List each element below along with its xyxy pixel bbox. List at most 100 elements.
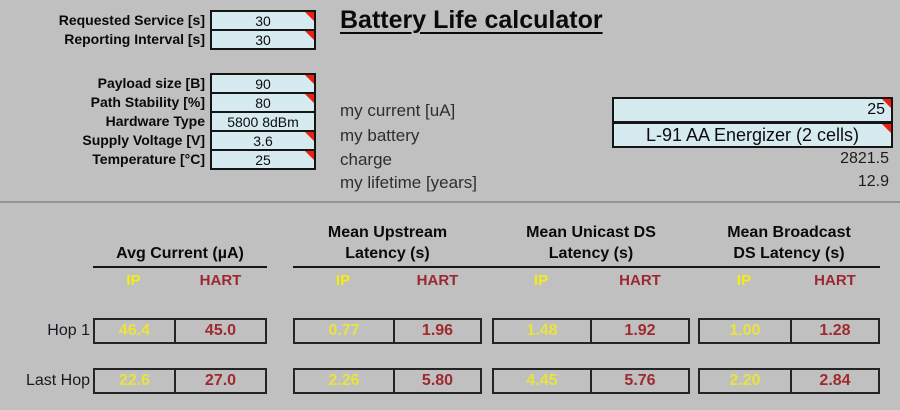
- cell-value: 90: [255, 75, 271, 92]
- header-line1: Mean Unicast DS: [526, 224, 656, 241]
- charge-value: 2821.5: [840, 150, 889, 167]
- lasthop-row-label: Last Hop: [25, 372, 90, 389]
- header-line2: Latency (s): [548, 245, 634, 262]
- reporting-interval-cell[interactable]: 30: [210, 29, 316, 50]
- comment-marker-icon: [305, 31, 314, 40]
- hop1-upstream-ip: 0.77: [295, 320, 395, 342]
- reporting-interval-label: Reporting Interval [s]: [64, 31, 205, 47]
- payload-size-cell[interactable]: 90: [210, 73, 316, 94]
- lasthop-broadcast-box: 2.20 2.84: [698, 368, 880, 394]
- comment-marker-icon: [305, 94, 314, 103]
- lifetime-value: 12.9: [857, 173, 889, 190]
- ip-column-header: IP: [335, 272, 351, 289]
- broadcast-ds-latency-header: Mean Broadcast DS Latency (s): [698, 222, 880, 264]
- unicast-ds-latency-header: Mean Unicast DS Latency (s): [492, 222, 690, 264]
- comment-marker-icon: [305, 12, 314, 21]
- hop1-row-label: Hop 1: [47, 322, 90, 339]
- page-title: Battery Life calculator: [340, 6, 603, 34]
- upstream-latency-header: Mean Upstream Latency (s): [293, 222, 482, 264]
- lasthop-broadcast-ip: 2.20: [700, 370, 792, 392]
- hop1-upstream-hart: 1.96: [421, 322, 454, 339]
- avg-current-underline: [93, 266, 267, 268]
- cell-value: 25: [867, 101, 885, 118]
- temperature-cell[interactable]: 25: [210, 149, 316, 170]
- hart-column-header: HART: [199, 272, 242, 289]
- hop1-broadcast-ip: 1.00: [700, 320, 792, 342]
- input-row: Hardware Type 5800 8dBm: [5, 111, 316, 132]
- cell-value: 5800 8dBm: [227, 113, 299, 130]
- hop1-broadcast-box: 1.00 1.28: [698, 318, 880, 344]
- comment-marker-icon: [305, 132, 314, 141]
- input-row: Requested Service [s] 30: [5, 10, 316, 31]
- my-current-label: my current [uA]: [340, 101, 456, 120]
- header-line1: Mean Broadcast: [727, 224, 851, 241]
- input-row: Temperature [°C] 25: [5, 149, 316, 170]
- cell-value: 30: [255, 31, 271, 48]
- hop1-avg-current-box: 46.4 45.0: [93, 318, 267, 344]
- broadcast-subheaders: IP HART: [698, 272, 880, 290]
- my-battery-cell[interactable]: L-91 AA Energizer (2 cells): [612, 122, 893, 148]
- device-inputs-group: Payload size [B] 90 Path Stability [%] 8…: [5, 73, 316, 170]
- comment-marker-icon: [305, 75, 314, 84]
- upstream-subheaders: IP HART: [293, 272, 482, 290]
- hardware-type-cell[interactable]: 5800 8dBm: [210, 111, 316, 132]
- cell-value: 80: [255, 94, 271, 111]
- avg-current-header: Avg Current (µA): [116, 245, 244, 262]
- latency-headers-underline: [293, 266, 880, 268]
- header-line1: Mean Upstream: [327, 224, 448, 241]
- requested-service-cell[interactable]: 30: [210, 10, 316, 31]
- cell-value: 25: [255, 151, 271, 168]
- lasthop-avg-current-ip: 22.6: [95, 370, 176, 392]
- hop1-unicast-ip: 1.48: [494, 320, 592, 342]
- comment-marker-icon: [882, 124, 891, 133]
- lasthop-broadcast-hart: 2.84: [819, 372, 851, 389]
- section-divider: [0, 201, 900, 203]
- my-battery-label: my battery: [340, 126, 420, 145]
- lasthop-upstream-box: 2.26 5.80: [293, 368, 482, 394]
- ip-column-header: IP: [736, 272, 752, 289]
- supply-voltage-cell[interactable]: 3.6: [210, 130, 316, 151]
- lasthop-avg-current-hart: 27.0: [204, 372, 237, 389]
- path-stability-label: Path Stability [%]: [90, 94, 205, 110]
- lasthop-upstream-hart: 5.80: [421, 372, 454, 389]
- cell-value: 30: [255, 12, 271, 29]
- hop1-unicast-hart: 1.92: [624, 322, 656, 339]
- input-row: Payload size [B] 90: [5, 73, 316, 94]
- unicast-subheaders: IP HART: [492, 272, 690, 290]
- lasthop-unicast-hart: 5.76: [624, 372, 656, 389]
- header-line2: Latency (s): [345, 245, 430, 262]
- cell-value: L-91 AA Energizer (2 cells): [645, 124, 860, 145]
- hardware-type-label: Hardware Type: [105, 113, 205, 129]
- ip-column-header: IP: [126, 272, 141, 289]
- charge-label: charge: [340, 150, 392, 169]
- hart-column-header: HART: [416, 272, 459, 289]
- lasthop-unicast-box: 4.45 5.76: [492, 368, 690, 394]
- hop1-upstream-box: 0.77 1.96: [293, 318, 482, 344]
- input-row: Supply Voltage [V] 3.6: [5, 130, 316, 151]
- hart-column-header: HART: [814, 272, 856, 289]
- comment-marker-icon: [305, 151, 314, 160]
- avg-current-subheaders: IP HART: [93, 272, 267, 290]
- lasthop-upstream-ip: 2.26: [295, 370, 395, 392]
- hop1-unicast-box: 1.48 1.92: [492, 318, 690, 344]
- input-row: Path Stability [%] 80: [5, 92, 316, 113]
- lifetime-label: my lifetime [years]: [340, 173, 477, 192]
- ip-column-header: IP: [533, 272, 549, 289]
- cell-value: 3.6: [253, 132, 273, 149]
- hart-column-header: HART: [619, 272, 661, 289]
- hop1-avg-current-ip: 46.4: [95, 320, 176, 342]
- payload-size-label: Payload size [B]: [97, 75, 205, 91]
- my-current-cell[interactable]: 25: [612, 97, 893, 123]
- input-row: Reporting Interval [s] 30: [5, 29, 316, 50]
- header-line2: DS Latency (s): [733, 245, 845, 262]
- temperature-label: Temperature [°C]: [92, 151, 205, 167]
- supply-voltage-label: Supply Voltage [V]: [82, 132, 205, 148]
- hop1-broadcast-hart: 1.28: [819, 322, 851, 339]
- lasthop-unicast-ip: 4.45: [494, 370, 592, 392]
- path-stability-cell[interactable]: 80: [210, 92, 316, 113]
- requested-service-label: Requested Service [s]: [58, 12, 205, 28]
- lasthop-avg-current-box: 22.6 27.0: [93, 368, 267, 394]
- service-inputs-group: Requested Service [s] 30 Reporting Inter…: [5, 10, 316, 50]
- comment-marker-icon: [882, 99, 891, 108]
